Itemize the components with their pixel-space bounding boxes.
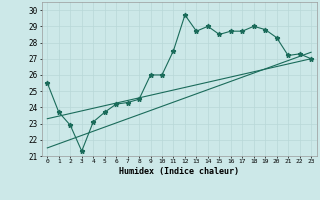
X-axis label: Humidex (Indice chaleur): Humidex (Indice chaleur) (119, 167, 239, 176)
